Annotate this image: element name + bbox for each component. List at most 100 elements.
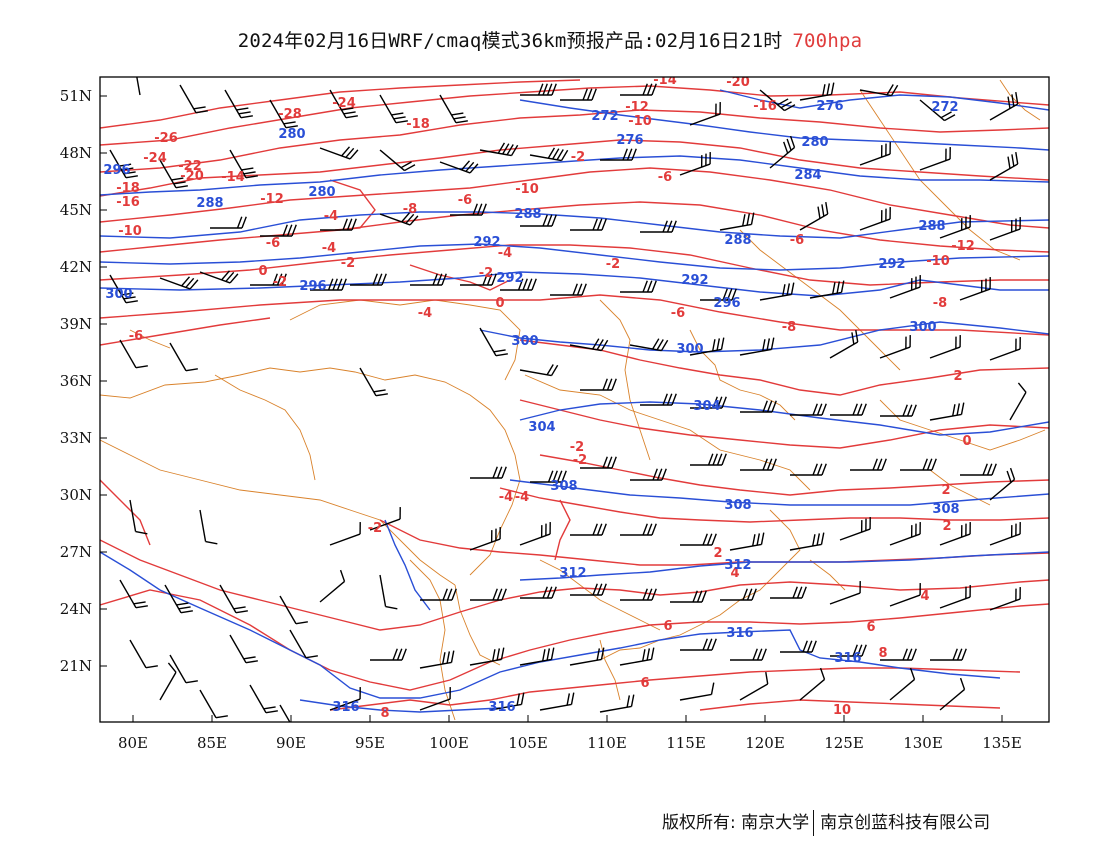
wind-barb-feather — [238, 111, 251, 115]
wind-barb-feather — [716, 453, 723, 466]
wind-barb-feather — [601, 218, 607, 231]
wind-barb — [109, 274, 127, 304]
pressure-level: 700hpa — [792, 30, 863, 52]
wind-barb-feather — [611, 378, 617, 391]
wind-barb-feather — [782, 284, 786, 297]
temperature-label: -20 — [180, 169, 204, 184]
wind-barb — [989, 228, 1021, 241]
temperature-contour — [100, 539, 1049, 631]
wind-barb-feather — [661, 468, 667, 481]
wind-barb-feather — [582, 88, 588, 101]
wind-barb-feather — [500, 647, 505, 660]
wind-barb — [989, 348, 1021, 361]
wind-barb-feather — [911, 404, 917, 417]
temperature-label: -6 — [129, 329, 143, 344]
wind-barb-feather — [327, 278, 334, 291]
wind-barb-feather — [547, 470, 554, 483]
wind-barb-feather — [606, 378, 613, 391]
wind-barb-feather — [546, 648, 551, 661]
wind-barb-feather — [236, 216, 243, 229]
wind-barb-feather — [1011, 94, 1015, 107]
wind-barb — [879, 346, 911, 359]
height-contour — [519, 401, 1049, 436]
temperature-label: -6 — [658, 170, 672, 185]
wind-barb-feather — [133, 601, 146, 605]
temperature-label: -4 — [498, 246, 512, 261]
wind-barb — [939, 226, 971, 239]
boundary-line — [739, 229, 901, 371]
wind-barb-feather — [121, 292, 134, 296]
wind-barb-feather — [233, 606, 246, 610]
wind-barb-feather — [332, 278, 338, 291]
temperature-label: -12 — [951, 239, 975, 254]
lon-label: 135E — [982, 734, 1022, 752]
wind-barb-feather — [376, 273, 383, 286]
wind-barb-feather — [766, 458, 773, 471]
wind-barb-feather — [542, 649, 546, 662]
wind-barb-feather — [890, 84, 899, 96]
temperature-label: -2 — [341, 256, 355, 271]
wind-barb-feather — [956, 403, 961, 416]
wind-barb-feather — [961, 648, 967, 661]
wind-barb-feather — [642, 523, 648, 536]
wind-barb-feather — [706, 533, 713, 546]
wind-barb-feather — [761, 648, 767, 661]
wind-barb-feather — [272, 273, 278, 286]
wind-barb-feather — [789, 135, 796, 148]
wind-barb-feather — [986, 463, 993, 476]
temperature-label: -4 — [515, 490, 529, 505]
temperature-label: -4 — [322, 241, 336, 256]
wind-barb — [539, 703, 572, 711]
height-label: 288 — [196, 196, 223, 211]
wind-barb-feather — [286, 224, 293, 237]
wind-barb — [439, 94, 457, 124]
wind-barb-feather — [716, 396, 723, 409]
wind-barbs — [109, 77, 1027, 722]
height-label: 316 — [726, 626, 753, 641]
wind-barb-feather — [281, 273, 287, 286]
wind-barb-feather — [940, 111, 952, 119]
wind-barb-feather — [944, 114, 956, 122]
wind-barb-feather — [167, 662, 177, 673]
wind-barb-feather — [646, 83, 653, 96]
temperature-contour — [100, 109, 1049, 173]
wind-barb — [109, 149, 127, 179]
temperature-label: -4 — [499, 490, 513, 505]
wind-barb — [739, 348, 772, 356]
height-label: 300 — [676, 342, 703, 357]
boundary-line — [409, 559, 456, 721]
height-contour — [100, 155, 1049, 196]
wind-barb-feather — [349, 149, 359, 160]
lat-label: 48N — [60, 144, 92, 162]
wind-barb-feather — [666, 393, 673, 406]
wind-barb-feather — [602, 378, 608, 391]
wind-barb-feather — [1015, 152, 1019, 165]
wind-barb-feather — [820, 532, 825, 545]
wind-barb-feather — [401, 212, 411, 223]
wind-barb — [469, 538, 501, 551]
wind-barb — [129, 639, 147, 669]
wind-barb-feather — [295, 621, 308, 625]
wind-barb-feather — [960, 402, 965, 415]
wind-barb-feather — [502, 143, 510, 155]
lon-label: 80E — [118, 734, 148, 752]
height-label: 276 — [816, 99, 843, 114]
wind-barb — [329, 533, 361, 546]
wind-barb-feather — [765, 672, 769, 685]
wind-barb-feather — [650, 647, 655, 660]
lon-label: 130E — [903, 734, 943, 752]
wind-barb-feather — [792, 586, 798, 599]
wind-barb-feather — [931, 458, 937, 471]
wind-barb — [519, 658, 552, 666]
height-label: 296 — [103, 163, 130, 178]
temperature-contour — [519, 399, 1049, 449]
axis-labels: 51N 48N 45N 42N 39N 36N 33N 30N 27N 24N 21N 80E 85E 9… — [60, 87, 1022, 752]
wind-barb-feather — [762, 400, 768, 413]
wind-barb-feather — [771, 458, 777, 471]
wind-barb-feather — [581, 283, 587, 296]
wind-barb — [329, 698, 361, 711]
wind-barb — [759, 293, 792, 301]
wind-barb-feather — [189, 279, 199, 290]
lat-label: 39N — [60, 315, 92, 333]
wind-barb-feather — [1015, 92, 1019, 105]
